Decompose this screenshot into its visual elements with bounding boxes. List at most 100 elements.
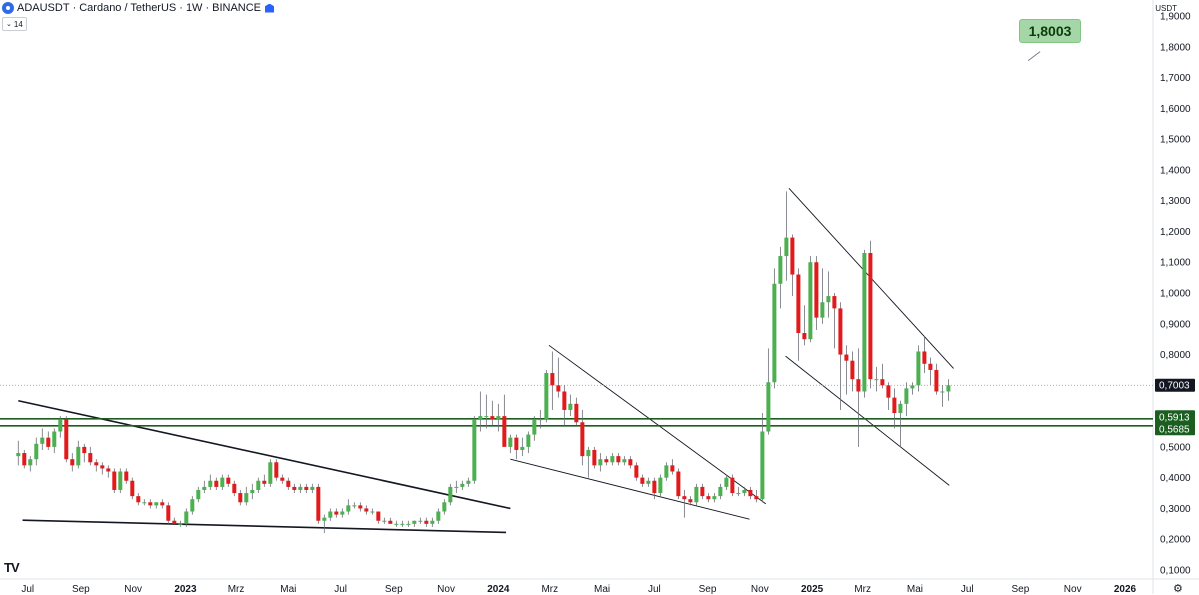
candle-up (664, 465, 669, 478)
price-tag-label: 0,5913 (1159, 412, 1190, 423)
candle-up (820, 302, 825, 318)
candle-down (844, 354, 849, 361)
candle-up (622, 459, 627, 463)
candle-up (658, 477, 663, 494)
candle-down (100, 465, 105, 469)
candle-down (130, 480, 135, 497)
candle-down (94, 462, 99, 466)
price-tag-label: 0,7003 (1159, 381, 1190, 392)
x-tick-label: Nov (1064, 584, 1082, 594)
candle-up (58, 419, 63, 432)
candle-down (136, 496, 141, 503)
candle-down (652, 480, 657, 494)
candle-down (274, 462, 279, 478)
candle-down (616, 456, 621, 463)
candle-up (712, 496, 717, 500)
candle-up (328, 511, 333, 518)
candle-up (940, 391, 945, 393)
indicator-chip[interactable]: ⌄ 14 (2, 17, 27, 31)
candle-down (580, 422, 585, 457)
candle-up (418, 520, 423, 522)
candle-up (898, 403, 903, 414)
candle-down (514, 437, 519, 450)
candle-up (370, 511, 375, 513)
price-tag-background[interactable] (1155, 410, 1195, 424)
y-tick-label: 0,5000 (1160, 442, 1191, 453)
candle-up (340, 511, 345, 515)
candle-down (358, 505, 363, 509)
indicator-value: 14 (13, 19, 23, 29)
candle-down (46, 437, 51, 447)
candle-down (376, 511, 381, 521)
flag-icon (265, 3, 275, 13)
candle-up (484, 416, 489, 418)
y-tick-label: 1,3000 (1160, 196, 1191, 207)
trendline[interactable] (785, 355, 950, 486)
price-tag-background[interactable] (1155, 378, 1195, 392)
candle-up (508, 437, 513, 447)
candle-up (772, 283, 777, 383)
y-tick-label: 1,4000 (1160, 165, 1191, 176)
trendline[interactable] (22, 519, 507, 534)
candle-down (754, 496, 759, 500)
target-pointer-line (1027, 51, 1041, 62)
candle-up (760, 431, 765, 500)
y-tick-label: 1,1000 (1160, 258, 1191, 269)
candle-down (850, 360, 855, 380)
interval-label[interactable]: 1W (185, 2, 203, 14)
y-tick-label: 0,8000 (1160, 350, 1191, 361)
axes-layer: 1,9000 1,8000 1,7000 1,6000 1,5000 1,4000 1,30… (21, 12, 1195, 594)
candle-up (466, 480, 471, 484)
trendline[interactable] (510, 458, 750, 520)
tradingview-logo[interactable]: TV (4, 560, 20, 575)
candle-up (220, 477, 225, 487)
candle-up (478, 416, 483, 420)
y-tick-label: 1,8000 (1160, 42, 1191, 53)
header-separator: · (179, 2, 183, 14)
candle-down (160, 502, 165, 506)
candle-up (766, 382, 771, 432)
candle-down (730, 477, 735, 494)
candle-up (532, 419, 537, 435)
candle-up (184, 511, 189, 524)
candle-down (790, 237, 795, 275)
candle-up (784, 237, 789, 257)
candle-down (172, 520, 177, 524)
trendlines-layer (18, 188, 954, 534)
price-tag-background[interactable] (1155, 422, 1195, 436)
gear-icon[interactable]: ⚙ (1173, 583, 1183, 595)
candle-up (586, 449, 591, 457)
candle-down (82, 446, 87, 454)
candle-up (904, 388, 909, 404)
candle-up (826, 296, 831, 303)
candle-up (598, 459, 603, 466)
candle-down (388, 520, 393, 524)
candle-down (88, 453, 93, 463)
candle-down (22, 453, 27, 466)
candle-up (910, 385, 915, 389)
x-tick-label: 2023 (174, 584, 197, 594)
candle-down (838, 308, 843, 355)
y-tick-label: 1,9000 (1160, 12, 1191, 23)
candle-down (832, 296, 837, 309)
target-price-label[interactable]: 1,8003 (1019, 19, 1081, 43)
candle-down (424, 520, 429, 524)
candle-up (472, 419, 477, 481)
candle-up (34, 443, 39, 460)
candle-up (412, 520, 417, 524)
y-tick-label: 0,9000 (1160, 319, 1191, 330)
price-scale-currency[interactable]: USDT (1155, 4, 1177, 13)
symbol-label[interactable]: ADAUSDT (17, 2, 70, 14)
candle-down (604, 459, 609, 463)
x-tick-label: Nov (751, 584, 769, 594)
candle-up (154, 502, 159, 506)
candle-up (862, 252, 867, 392)
candle-up (874, 379, 879, 381)
candle-down (562, 391, 567, 410)
candle-down (550, 373, 555, 386)
trendline[interactable] (548, 344, 767, 505)
candle-down (682, 496, 687, 500)
candle-down (856, 379, 861, 392)
